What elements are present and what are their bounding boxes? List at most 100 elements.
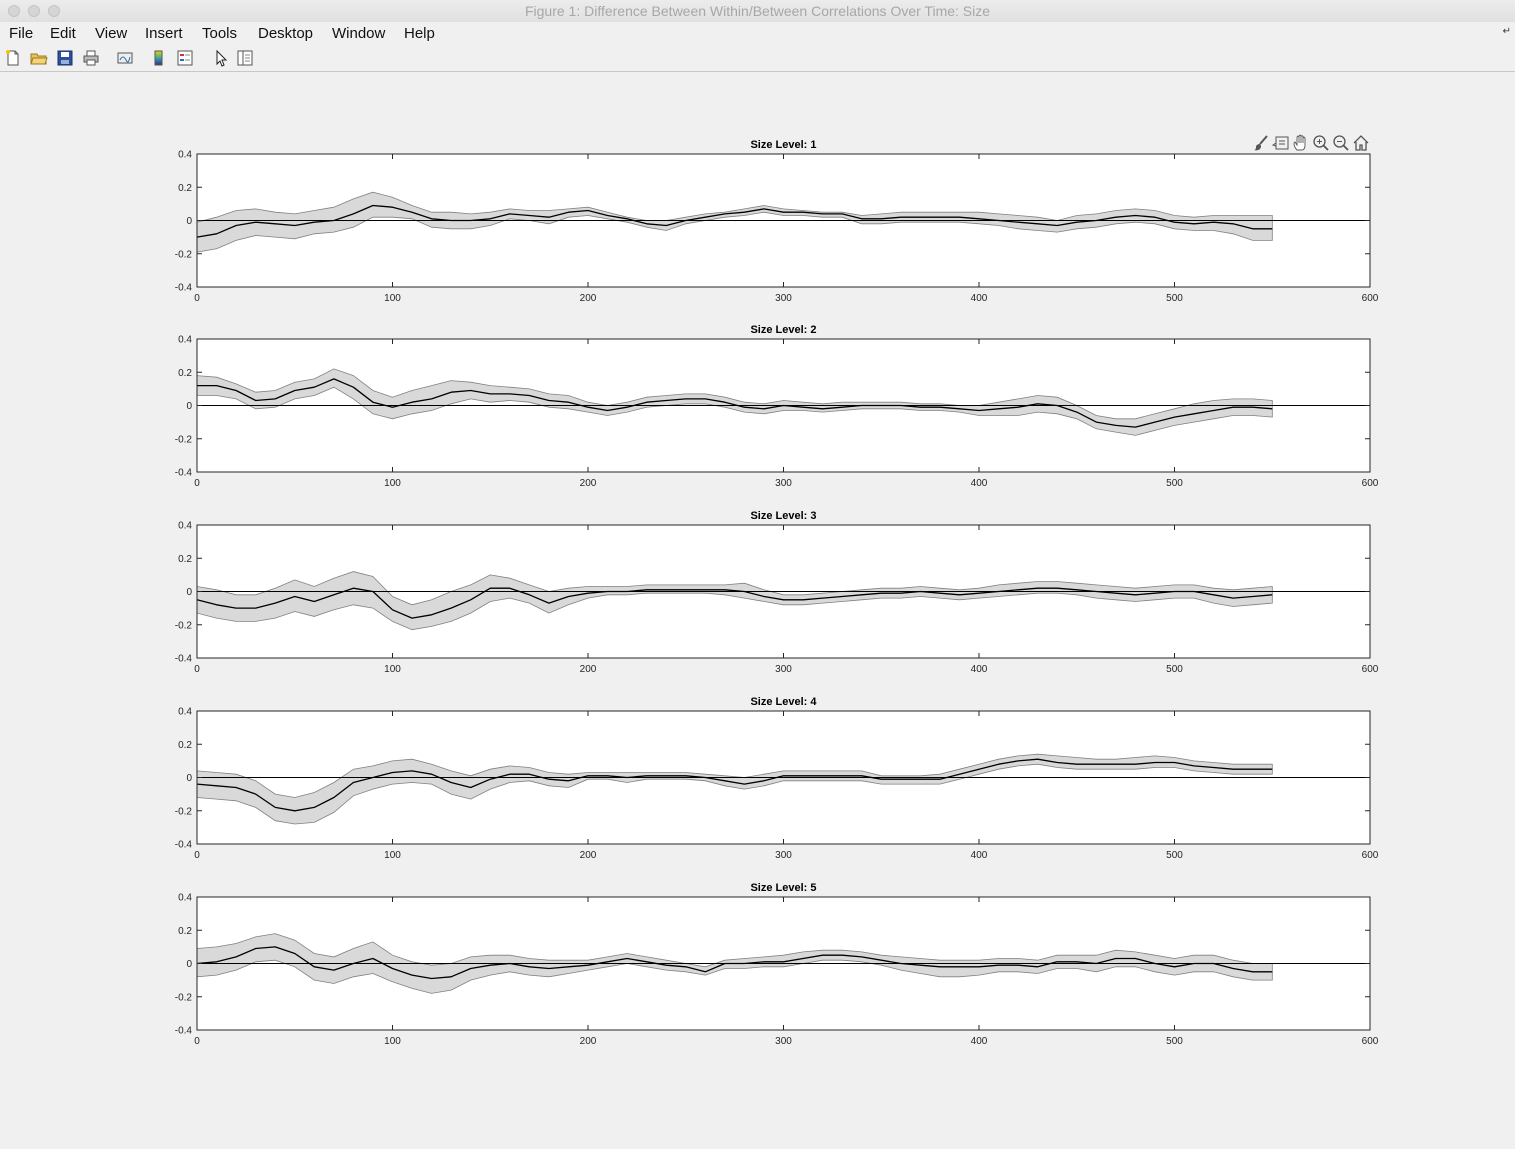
y-tick-label: 0.2 bbox=[178, 926, 192, 937]
zoom-window-button[interactable] bbox=[48, 5, 60, 17]
y-tick-label: 0.4 bbox=[178, 335, 192, 346]
new-figure-icon[interactable] bbox=[4, 49, 22, 67]
figure-canvas: 0 100 200 300 400 500 600 0.4 0.2 0 -0.2 -0.4 Size L… bbox=[175, 139, 1379, 1047]
x-tick-label: 500 bbox=[1166, 478, 1183, 489]
y-tick-label: 0 bbox=[186, 773, 192, 784]
x-tick-label: 500 bbox=[1166, 664, 1183, 675]
figure-toolbar bbox=[0, 45, 1515, 72]
subplot-size-level-5[interactable]: 0 100 200 300 400 500 600 0.4 0.2 0 -0.2 -0.4 Size L… bbox=[175, 882, 1379, 1047]
subplot-title: Size Level: 2 bbox=[750, 324, 816, 336]
mean-series-line bbox=[196, 204, 1273, 238]
y-tick-label: -0.4 bbox=[175, 840, 193, 851]
mean-series-line bbox=[196, 587, 1273, 619]
menu-edit[interactable]: Edit bbox=[50, 25, 76, 42]
y-tick-label: 0 bbox=[186, 587, 192, 598]
subplot-title: Size Level: 4 bbox=[750, 696, 817, 708]
x-tick-label: 300 bbox=[775, 850, 792, 861]
home-icon[interactable] bbox=[1352, 134, 1370, 152]
menubar: File Edit View Insert Tools Desktop Wind… bbox=[0, 22, 1515, 44]
x-tick-label: 600 bbox=[1362, 664, 1379, 675]
subplot-size-level-4[interactable]: 0 100 200 300 400 500 600 0.4 0.2 0 -0.2 -0.4 Size L… bbox=[175, 696, 1379, 861]
edit-plot-pointer-icon[interactable] bbox=[212, 49, 230, 67]
y-tick-label: 0.2 bbox=[178, 740, 192, 751]
link-plot-icon[interactable] bbox=[116, 49, 134, 67]
subplot-title: Size Level: 5 bbox=[750, 882, 816, 894]
menu-file[interactable]: File bbox=[9, 25, 34, 42]
y-tick-label: 0.4 bbox=[178, 150, 192, 161]
print-icon[interactable] bbox=[82, 49, 100, 67]
y-tick-label: 0.4 bbox=[178, 707, 192, 718]
insert-legend-icon[interactable] bbox=[176, 49, 194, 67]
y-tick-label: 0 bbox=[186, 959, 192, 970]
x-tick-label: 400 bbox=[971, 1036, 988, 1047]
x-tick-label: 200 bbox=[580, 850, 597, 861]
y-tick-label: -0.2 bbox=[175, 434, 193, 445]
y-tick-label: -0.2 bbox=[175, 806, 193, 817]
brush-icon[interactable] bbox=[1252, 134, 1270, 152]
menu-desktop[interactable]: Desktop bbox=[258, 25, 314, 42]
x-tick-label: 100 bbox=[384, 1036, 401, 1047]
x-tick-label: 300 bbox=[775, 1036, 792, 1047]
minimize-window-button[interactable] bbox=[28, 5, 40, 17]
x-tick-label: 400 bbox=[971, 293, 988, 304]
y-tick-label: -0.4 bbox=[175, 1026, 193, 1037]
x-tick-label: 0 bbox=[194, 293, 200, 304]
x-tick-label: 400 bbox=[971, 664, 988, 675]
save-icon[interactable] bbox=[56, 49, 74, 67]
insert-colorbar-icon[interactable] bbox=[150, 49, 168, 67]
window-titlebar: Figure 1: Difference Between Within/Betw… bbox=[0, 0, 1515, 23]
x-tick-label: 500 bbox=[1166, 850, 1183, 861]
y-tick-label: -0.4 bbox=[175, 283, 193, 294]
y-tick-label: -0.4 bbox=[175, 468, 193, 479]
x-tick-label: 100 bbox=[384, 478, 401, 489]
y-tick-label: -0.2 bbox=[175, 249, 193, 260]
y-tick-label: -0.4 bbox=[175, 654, 193, 665]
y-tick-label: 0.4 bbox=[178, 521, 192, 532]
subplot-title: Size Level: 1 bbox=[750, 139, 816, 151]
x-tick-label: 200 bbox=[580, 478, 597, 489]
x-tick-label: 600 bbox=[1362, 850, 1379, 861]
mean-series-line bbox=[196, 946, 1273, 980]
x-tick-label: 300 bbox=[775, 293, 792, 304]
zoom-out-icon[interactable] bbox=[1332, 134, 1350, 152]
x-tick-label: 400 bbox=[971, 850, 988, 861]
x-tick-label: 0 bbox=[194, 1036, 200, 1047]
zoom-in-icon[interactable] bbox=[1312, 134, 1330, 152]
subplot-size-level-3[interactable]: 0 100 200 300 400 500 600 0.4 0.2 0 -0.2 -0.4 Size L… bbox=[175, 510, 1379, 675]
menu-help[interactable]: Help bbox=[404, 25, 435, 42]
y-tick-label: 0.4 bbox=[178, 893, 192, 904]
pan-hand-icon[interactable] bbox=[1292, 134, 1310, 152]
x-tick-label: 100 bbox=[384, 850, 401, 861]
x-tick-label: 100 bbox=[384, 293, 401, 304]
menu-tools[interactable]: Tools bbox=[202, 25, 238, 42]
x-tick-label: 200 bbox=[580, 293, 597, 304]
close-window-button[interactable] bbox=[8, 5, 20, 17]
x-tick-label: 600 bbox=[1362, 293, 1379, 304]
x-tick-label: 100 bbox=[384, 664, 401, 675]
property-inspector-icon[interactable] bbox=[236, 49, 254, 67]
y-tick-label: 0 bbox=[186, 401, 192, 412]
data-tips-icon[interactable] bbox=[1272, 134, 1290, 152]
x-tick-label: 0 bbox=[194, 850, 200, 861]
menu-view[interactable]: View bbox=[95, 25, 128, 42]
confidence-band bbox=[196, 571, 1273, 631]
confidence-band bbox=[196, 753, 1273, 825]
x-tick-label: 200 bbox=[580, 1036, 597, 1047]
subplot-size-level-2[interactable]: 0 100 200 300 400 500 600 0.4 0.2 0 -0.2 -0.4 Size L… bbox=[175, 324, 1379, 489]
y-tick-label: 0.2 bbox=[178, 368, 192, 379]
x-tick-label: 200 bbox=[580, 664, 597, 675]
x-tick-label: 500 bbox=[1166, 293, 1183, 304]
open-file-icon[interactable] bbox=[30, 49, 48, 67]
x-tick-label: 400 bbox=[971, 478, 988, 489]
x-tick-label: 500 bbox=[1166, 1036, 1183, 1047]
y-tick-label: 0.2 bbox=[178, 183, 192, 194]
confidence-band bbox=[196, 191, 1273, 253]
x-tick-label: 300 bbox=[775, 664, 792, 675]
dock-arrow-icon[interactable]: ↵ bbox=[1502, 26, 1511, 37]
subplot-size-level-1[interactable]: 0 100 200 300 400 500 600 0.4 0.2 0 -0.2 -0.4 Size L… bbox=[175, 139, 1379, 304]
window-title: Figure 1: Difference Between Within/Betw… bbox=[524, 3, 991, 19]
menu-insert[interactable]: Insert bbox=[145, 25, 183, 42]
menu-window[interactable]: Window bbox=[332, 25, 386, 42]
x-tick-label: 300 bbox=[775, 478, 792, 489]
subplot-title: Size Level: 3 bbox=[750, 510, 816, 522]
